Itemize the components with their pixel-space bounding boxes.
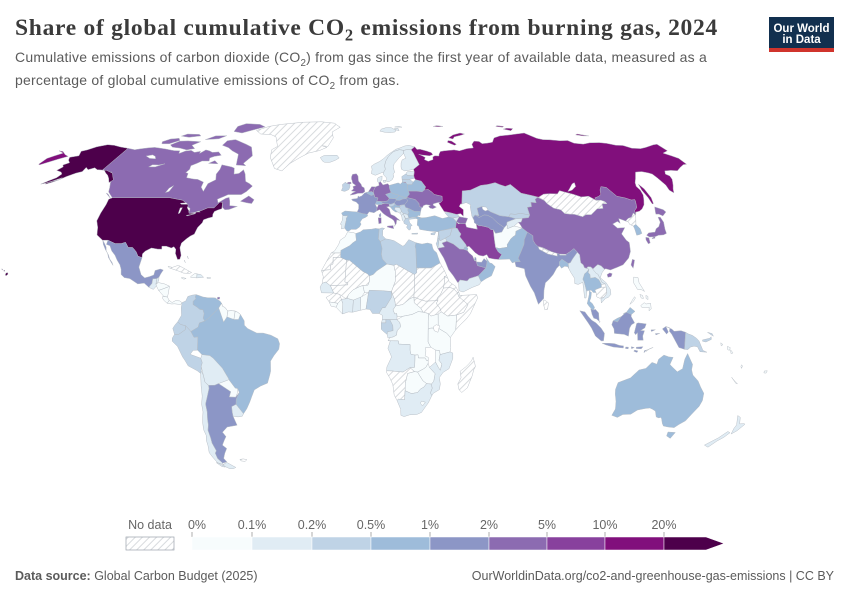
svg-text:2%: 2%	[480, 518, 498, 532]
svg-text:1%: 1%	[421, 518, 439, 532]
svg-text:0%: 0%	[188, 518, 206, 532]
svg-text:20%: 20%	[651, 518, 676, 532]
svg-text:0.1%: 0.1%	[238, 518, 267, 532]
svg-text:10%: 10%	[592, 518, 617, 532]
svg-text:0.5%: 0.5%	[357, 518, 386, 532]
svg-text:5%: 5%	[538, 518, 556, 532]
svg-text:0.2%: 0.2%	[298, 518, 327, 532]
svg-text:No data: No data	[128, 518, 172, 532]
